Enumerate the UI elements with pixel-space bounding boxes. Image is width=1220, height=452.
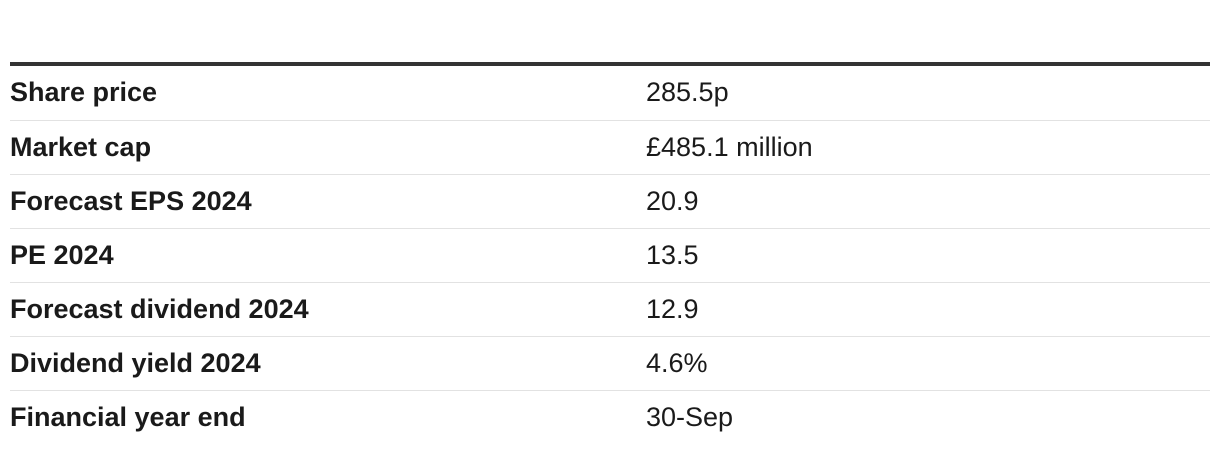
row-value: 12.9 [646, 281, 1210, 336]
row-value: 13.5 [646, 227, 1210, 282]
row-value: 30-Sep [646, 389, 1210, 444]
table-top-rule [10, 62, 1210, 66]
row-label: PE 2024 [10, 227, 646, 282]
table-row: Dividend yield 2024 4.6% [10, 335, 1210, 390]
row-label: Forecast dividend 2024 [10, 281, 646, 336]
row-label: Share price [10, 77, 158, 108]
row-label: Market cap [10, 119, 646, 174]
table-row: Market cap £485.1 million [10, 119, 1210, 174]
row-value: £485.1 million [646, 119, 1210, 174]
row-label: Dividend yield 2024 [10, 335, 646, 390]
row-value: 285.5p [646, 77, 729, 108]
row-label: Financial year end [10, 389, 646, 444]
table-row: Forecast EPS 2024 20.9 [10, 173, 1210, 228]
row-value: 20.9 [646, 173, 1210, 228]
table-row: Forecast dividend 2024 12.9 [10, 281, 1210, 336]
row-label: Forecast EPS 2024 [10, 173, 646, 228]
table-row: PE 2024 13.5 [10, 227, 1210, 282]
stats-table: Share price 285.5p Market cap £485.1 mil… [10, 66, 1210, 444]
row-value: 4.6% [646, 335, 1210, 390]
stats-table-container: Share price 285.5p Market cap £485.1 mil… [10, 62, 1210, 444]
table-row: Share price 285.5p [10, 66, 1210, 120]
table-row: Financial year end 30-Sep [10, 389, 1210, 444]
